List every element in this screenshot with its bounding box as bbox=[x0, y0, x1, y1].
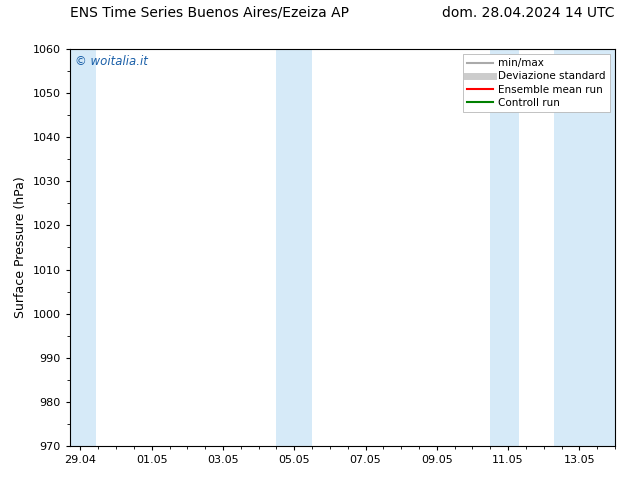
Text: ENS Time Series Buenos Aires/Ezeiza AP: ENS Time Series Buenos Aires/Ezeiza AP bbox=[70, 5, 349, 20]
Bar bbox=[70, 49, 96, 446]
Bar bbox=[276, 49, 312, 446]
Bar bbox=[490, 49, 519, 446]
Text: dom. 28.04.2024 14 UTC: dom. 28.04.2024 14 UTC bbox=[443, 5, 615, 20]
Text: © woitalia.it: © woitalia.it bbox=[75, 55, 148, 68]
Legend: min/max, Deviazione standard, Ensemble mean run, Controll run: min/max, Deviazione standard, Ensemble m… bbox=[463, 54, 610, 112]
Bar bbox=[554, 49, 615, 446]
Y-axis label: Surface Pressure (hPa): Surface Pressure (hPa) bbox=[14, 176, 27, 318]
